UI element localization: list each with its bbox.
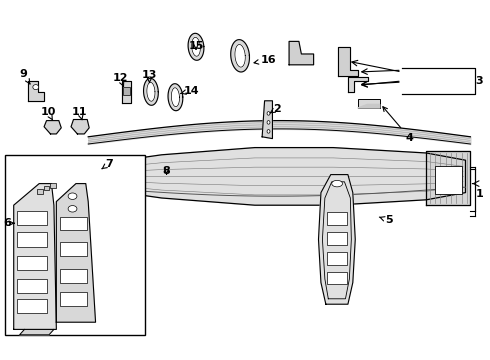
Bar (17, 211, 47, 225)
Text: 14: 14 (180, 86, 199, 96)
Ellipse shape (332, 180, 343, 187)
Bar (327, 252, 347, 265)
Text: 3: 3 (475, 76, 483, 86)
Ellipse shape (267, 112, 270, 115)
Bar (50, 183, 56, 188)
Polygon shape (262, 101, 272, 139)
Bar (327, 212, 347, 225)
Bar (17, 232, 47, 247)
Text: 2: 2 (270, 104, 281, 114)
Bar (327, 232, 347, 245)
Text: 12: 12 (112, 73, 128, 86)
Polygon shape (168, 84, 183, 111)
Polygon shape (231, 40, 249, 72)
Text: 7: 7 (102, 159, 113, 169)
Text: 16: 16 (254, 55, 276, 65)
Bar (17, 299, 47, 313)
Polygon shape (188, 33, 204, 60)
Polygon shape (144, 78, 158, 105)
Polygon shape (122, 81, 131, 103)
Polygon shape (192, 37, 200, 56)
Text: 4: 4 (383, 107, 413, 143)
Polygon shape (318, 175, 355, 304)
Bar (60, 242, 87, 256)
Polygon shape (147, 82, 155, 101)
Ellipse shape (267, 130, 270, 133)
Text: 9: 9 (20, 69, 30, 84)
Text: 10: 10 (40, 107, 56, 120)
Polygon shape (20, 329, 54, 335)
Polygon shape (44, 121, 61, 134)
Polygon shape (86, 148, 465, 205)
Bar (44, 186, 49, 190)
Bar (37, 189, 43, 194)
Bar (17, 256, 47, 270)
Polygon shape (338, 47, 358, 76)
Text: 15: 15 (188, 41, 204, 51)
Text: 6: 6 (3, 218, 14, 228)
Bar (358, 99, 380, 108)
Ellipse shape (68, 193, 77, 199)
Bar (435, 166, 462, 194)
Bar (122, 87, 130, 95)
Bar (60, 217, 87, 230)
Polygon shape (235, 45, 245, 67)
Ellipse shape (33, 85, 39, 90)
Polygon shape (358, 104, 380, 108)
Polygon shape (28, 81, 44, 101)
Text: 13: 13 (142, 69, 157, 82)
Text: 11: 11 (72, 107, 88, 120)
Bar (60, 269, 87, 283)
Bar (327, 272, 347, 284)
Bar (17, 279, 47, 293)
Polygon shape (172, 88, 179, 107)
Ellipse shape (267, 121, 270, 124)
Text: 1: 1 (475, 189, 483, 199)
Bar (5, 155, 145, 335)
Text: 5: 5 (379, 215, 392, 225)
Polygon shape (56, 184, 96, 322)
Polygon shape (348, 77, 368, 92)
Polygon shape (289, 41, 314, 65)
Polygon shape (14, 184, 56, 329)
Ellipse shape (68, 206, 77, 212)
Polygon shape (426, 151, 470, 205)
Bar (60, 292, 87, 306)
Text: 8: 8 (163, 166, 171, 176)
Polygon shape (71, 120, 89, 134)
